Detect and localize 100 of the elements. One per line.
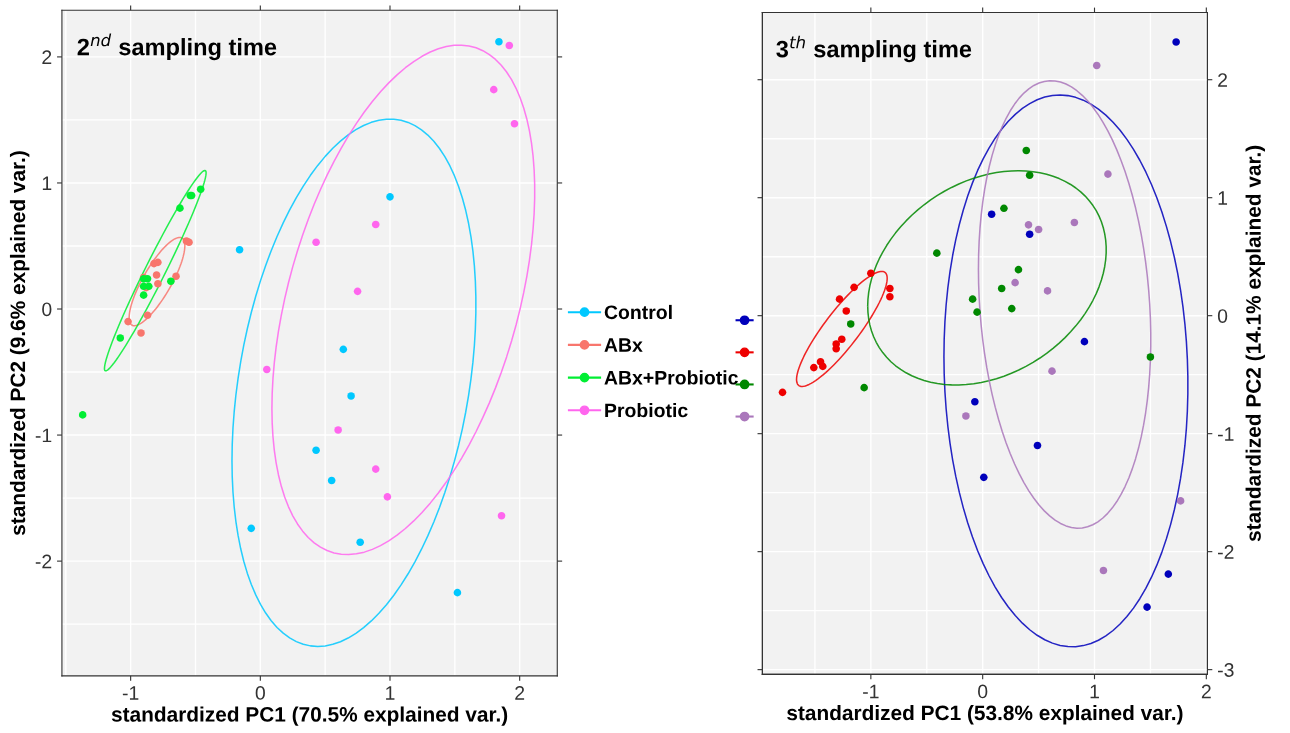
point — [886, 293, 894, 301]
point — [1025, 171, 1034, 180]
y2-tick-label: -3 — [1218, 663, 1234, 677]
point — [1025, 230, 1034, 239]
point — [1048, 367, 1056, 375]
point — [152, 271, 161, 279]
point — [971, 398, 979, 406]
point — [886, 284, 894, 293]
point — [327, 476, 336, 485]
point — [137, 329, 145, 337]
x-tick-label: 0 — [255, 686, 265, 700]
point — [1164, 570, 1173, 578]
point — [497, 511, 506, 520]
point — [167, 277, 175, 286]
x-tick-label: 2 — [1201, 684, 1211, 699]
y2-tick-label: 1 — [1218, 191, 1228, 205]
text: 3$^{th}$ sampling time — [776, 35, 972, 63]
point — [1034, 225, 1043, 234]
point — [846, 320, 855, 328]
point — [1176, 497, 1185, 505]
point — [247, 524, 256, 533]
point — [371, 220, 380, 229]
point — [176, 204, 184, 212]
point — [489, 85, 498, 94]
point — [1011, 278, 1019, 287]
legend-label: Probiotic — [605, 403, 688, 418]
point — [1146, 353, 1155, 361]
point — [371, 465, 380, 473]
point — [1024, 221, 1033, 229]
y2-tick-label: -2 — [1218, 545, 1234, 559]
point — [1070, 218, 1079, 227]
y2-tick-label: 0 — [1217, 309, 1228, 323]
point — [973, 308, 981, 316]
legend-label: ABx — [604, 338, 643, 352]
point — [154, 258, 162, 267]
x-axis-title: standardized PC1 (70.5% explained var.) — [111, 706, 508, 726]
point — [172, 272, 180, 281]
point — [979, 473, 988, 482]
point — [1022, 146, 1031, 155]
point — [933, 249, 941, 257]
point — [810, 363, 818, 372]
point — [1080, 337, 1089, 346]
point — [1043, 287, 1052, 295]
point — [1007, 304, 1016, 313]
point — [154, 279, 162, 288]
point — [1033, 441, 1042, 450]
y-tick-label: 2 — [42, 50, 52, 64]
point — [139, 291, 148, 299]
point — [453, 588, 462, 597]
point — [334, 426, 342, 434]
point — [312, 238, 320, 247]
text: 2$^{nd}$ sampling time — [77, 33, 277, 61]
legend-label: Control — [604, 304, 672, 320]
y-tick-label: -1 — [35, 428, 52, 443]
point — [347, 392, 355, 400]
point — [116, 334, 125, 342]
point — [235, 245, 244, 254]
x-tick-label: -1 — [863, 684, 879, 699]
point — [987, 210, 996, 219]
point — [842, 307, 851, 315]
point — [78, 411, 87, 419]
x-tick-label: 1 — [386, 686, 395, 700]
legend-label: ABx+Probiotic — [604, 370, 738, 385]
point — [143, 311, 152, 320]
point — [124, 317, 132, 326]
point — [312, 446, 320, 454]
x-tick-label: -1 — [122, 686, 139, 700]
y2-tick-label: 2 — [1218, 73, 1227, 87]
point — [386, 193, 394, 201]
y2-axis-title: standardized PC2 (14.1% explained var.) — [1245, 145, 1265, 542]
x-tick-label: 1 — [1090, 684, 1099, 699]
point — [860, 383, 868, 392]
point — [968, 295, 977, 303]
point — [837, 335, 846, 344]
point — [962, 412, 970, 420]
point — [1092, 61, 1101, 70]
point — [505, 41, 514, 50]
point — [1014, 265, 1023, 274]
y2-tick-label: -1 — [1218, 427, 1234, 441]
point — [1143, 603, 1151, 611]
point — [818, 362, 827, 371]
point — [997, 284, 1006, 293]
x-tick-label: 0 — [978, 684, 988, 699]
point — [835, 295, 844, 303]
x-axis-title: standardized PC1 (53.8% explained var.) — [787, 704, 1183, 725]
point — [850, 283, 858, 292]
point — [1172, 38, 1180, 46]
point — [383, 493, 392, 501]
y-tick-label: 0 — [42, 302, 52, 317]
point — [510, 119, 519, 128]
point — [495, 37, 503, 46]
y-axis-title: standardized PC2 (9.6% explained var.) — [9, 151, 30, 536]
point — [196, 185, 205, 194]
point — [263, 365, 271, 374]
point — [867, 269, 875, 278]
y-tick-label: 1 — [42, 176, 52, 190]
point — [1104, 170, 1112, 178]
x-tick-label: 2 — [515, 686, 525, 700]
point — [1000, 204, 1008, 213]
point — [339, 345, 348, 354]
